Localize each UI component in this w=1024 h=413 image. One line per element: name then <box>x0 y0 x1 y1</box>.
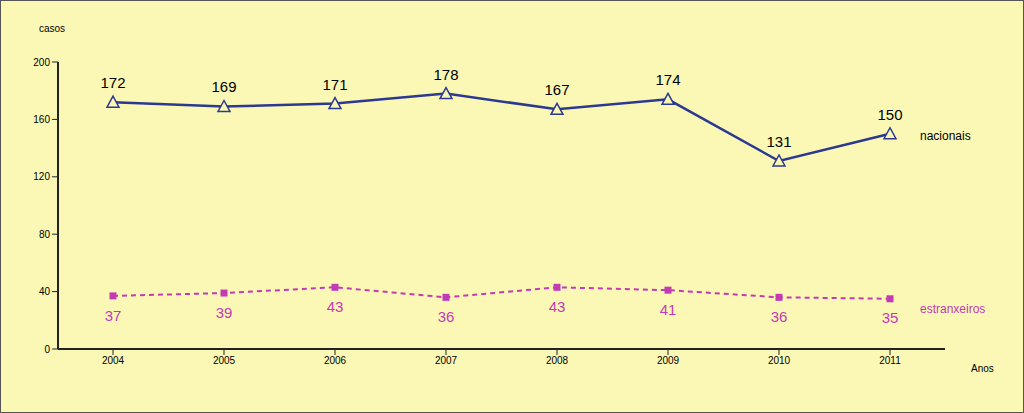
svg-text:178: 178 <box>433 66 458 83</box>
svg-text:0: 0 <box>44 344 50 355</box>
svg-text:36: 36 <box>771 308 788 325</box>
svg-text:2006: 2006 <box>324 355 347 366</box>
svg-text:35: 35 <box>882 309 899 326</box>
svg-text:172: 172 <box>100 74 125 91</box>
svg-text:200: 200 <box>33 57 50 68</box>
svg-text:estranxeiros: estranxeiros <box>920 302 985 316</box>
svg-text:80: 80 <box>39 229 51 240</box>
svg-text:131: 131 <box>766 133 791 150</box>
html-text:casos: casos <box>39 23 66 34</box>
svg-text:160: 160 <box>33 114 50 125</box>
svg-text:43: 43 <box>549 298 566 315</box>
svg-text:2007: 2007 <box>435 355 458 366</box>
svg-text:174: 174 <box>655 71 680 88</box>
html-text:Anos: Anos <box>971 363 994 374</box>
svg-text:43: 43 <box>327 298 344 315</box>
svg-text:2005: 2005 <box>213 355 236 366</box>
svg-text:2004: 2004 <box>102 355 125 366</box>
svg-text:167: 167 <box>544 81 569 98</box>
svg-text:169: 169 <box>211 78 236 95</box>
svg-text:37: 37 <box>105 307 122 324</box>
svg-text:120: 120 <box>33 171 50 182</box>
svg-text:171: 171 <box>322 76 347 93</box>
svg-text:41: 41 <box>660 301 677 318</box>
svg-text:36: 36 <box>438 308 455 325</box>
svg-text:2008: 2008 <box>546 355 569 366</box>
svg-text:2009: 2009 <box>657 355 680 366</box>
svg-text:nacionais: nacionais <box>920 129 971 143</box>
svg-text:150: 150 <box>877 106 902 123</box>
svg-text:39: 39 <box>216 304 233 321</box>
svg-text:40: 40 <box>39 286 51 297</box>
svg-text:2011: 2011 <box>879 355 901 366</box>
svg-text:2010: 2010 <box>768 355 791 366</box>
